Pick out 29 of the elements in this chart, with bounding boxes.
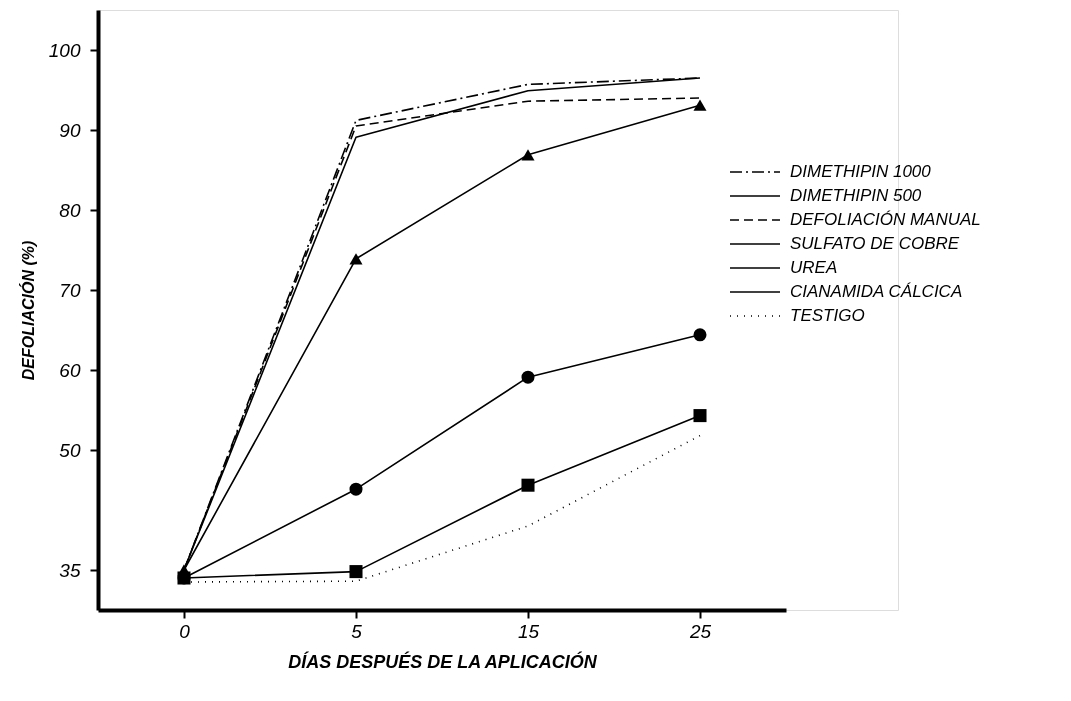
legend-label: DEFOLIACIÓN MANUAL: [790, 210, 981, 229]
point: [693, 99, 707, 111]
legend-label: UREA: [790, 258, 838, 277]
x-tick-label: 0: [179, 620, 191, 642]
x-tick-label: 25: [688, 620, 712, 642]
y-tick-label: 70: [59, 279, 81, 301]
point: [349, 482, 363, 496]
point: [349, 253, 363, 265]
point: [521, 478, 535, 492]
y-axis-title: DEFOLIACIÓN (%): [18, 240, 37, 381]
legend-label: SULFATO DE COBRE: [790, 234, 960, 253]
legend-label: DIMETHIPIN 1000: [790, 162, 932, 181]
x-tick-label: 15: [517, 620, 540, 642]
legend-label: TESTIGO: [790, 306, 865, 325]
point: [521, 149, 535, 161]
y-tick-label: 80: [59, 199, 81, 221]
x-axis-title: DÍAS DESPUÉS DE LA APLICACIÓN: [288, 650, 598, 672]
legend-label: DIMETHIPIN 500: [790, 186, 922, 205]
y-tick-label: 50: [59, 439, 81, 461]
y-tick-label: 35: [59, 559, 81, 581]
point: [349, 565, 363, 579]
y-tick-label: 90: [59, 119, 81, 141]
point: [693, 409, 707, 423]
legend-label: CIANAMIDA CÁLCICA: [790, 282, 963, 301]
x-tick-label: 5: [351, 620, 363, 642]
y-tick-label: 60: [59, 359, 81, 381]
y-tick-label: 100: [48, 39, 81, 61]
point: [693, 328, 707, 342]
point: [521, 370, 535, 384]
